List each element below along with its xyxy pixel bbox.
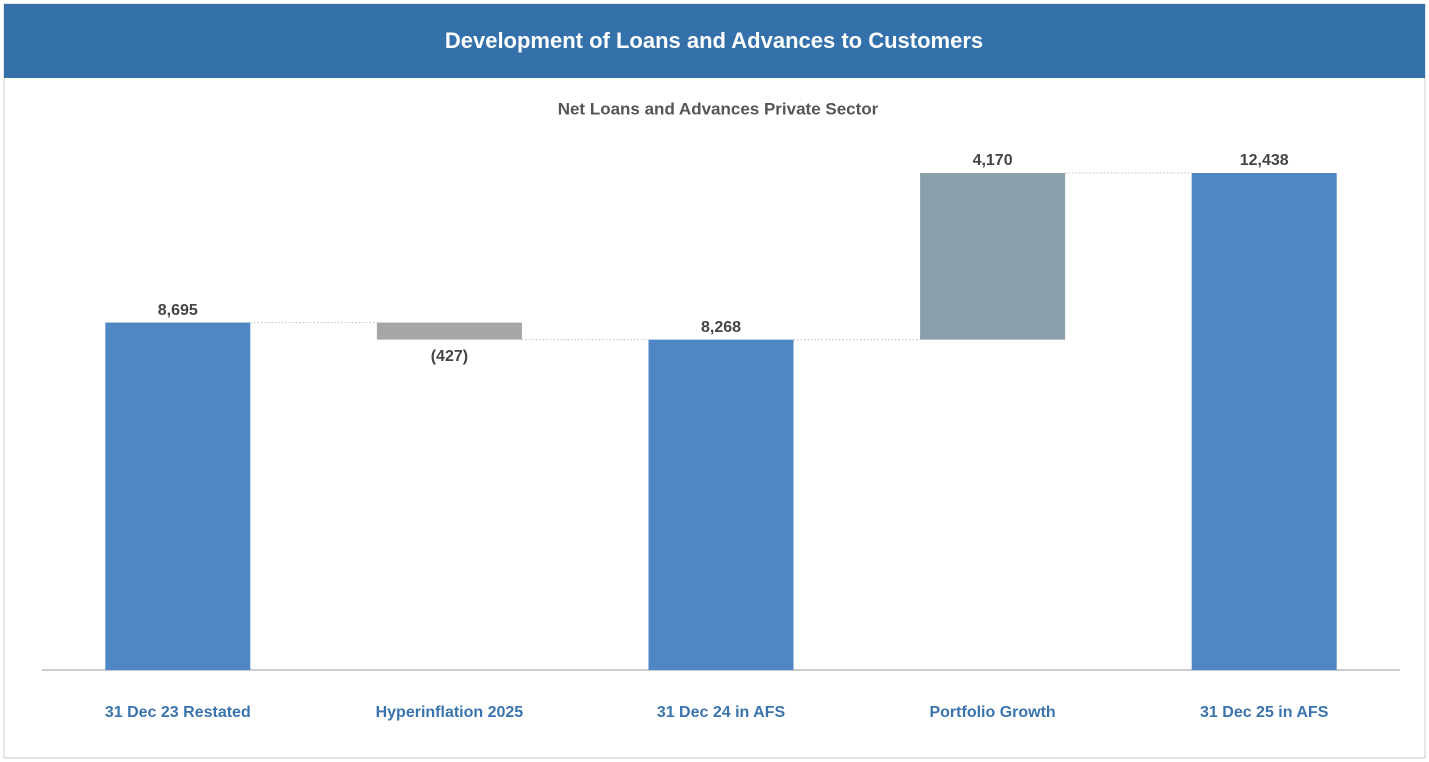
value-label: 8,268 — [701, 319, 741, 336]
x-tick-label: 31 Dec 23 Restated — [105, 704, 251, 721]
bar — [648, 339, 794, 670]
bar — [920, 173, 1066, 340]
x-tick-label: 31 Dec 25 in AFS — [1200, 704, 1329, 721]
x-tick-label: Portfolio Growth — [929, 704, 1055, 721]
x-tick-label: 31 Dec 24 in AFS — [657, 704, 786, 721]
bar — [105, 322, 251, 670]
bar — [376, 322, 522, 340]
chart-subtitle: Net Loans and Advances Private Sector — [558, 99, 879, 118]
value-label: 4,170 — [973, 152, 1013, 169]
value-label: (427) — [431, 348, 468, 365]
chart-title: Development of Loans and Advances to Cus… — [445, 28, 983, 53]
x-tick-label: Hyperinflation 2025 — [376, 704, 524, 721]
bar — [1191, 173, 1337, 670]
header-bar — [4, 4, 1425, 78]
value-label: 12,438 — [1240, 152, 1289, 169]
value-label: 8,695 — [158, 302, 198, 319]
